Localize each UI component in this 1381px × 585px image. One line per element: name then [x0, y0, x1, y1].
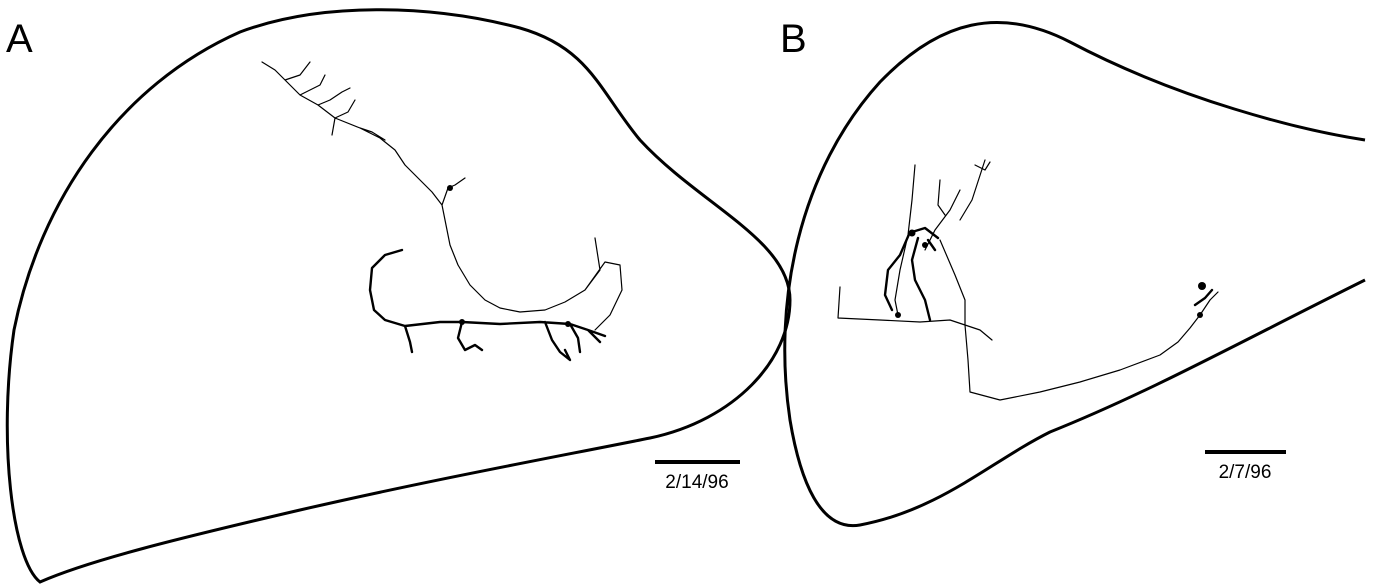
panel-label: A — [6, 17, 33, 61]
bouton — [909, 230, 916, 237]
bouton — [447, 185, 453, 191]
bouton — [895, 312, 901, 318]
tissue-outline — [7, 10, 790, 582]
neuron-tracing — [838, 160, 1218, 400]
panel-label: B — [780, 17, 807, 61]
bouton — [459, 319, 465, 325]
panel-b: B 2/7/96 — [780, 17, 1365, 526]
neuron-tracing — [262, 62, 622, 360]
figure: A 2/14/96 B 2/7/96 — [0, 0, 1381, 585]
bouton — [922, 242, 928, 248]
scale-bar-label: 2/14/96 — [665, 472, 728, 493]
panel-a: A 2/14/96 — [6, 10, 790, 582]
bouton — [1198, 282, 1206, 290]
bouton — [565, 321, 571, 327]
bouton — [1197, 312, 1203, 318]
scale-bar-label: 2/7/96 — [1219, 462, 1272, 483]
